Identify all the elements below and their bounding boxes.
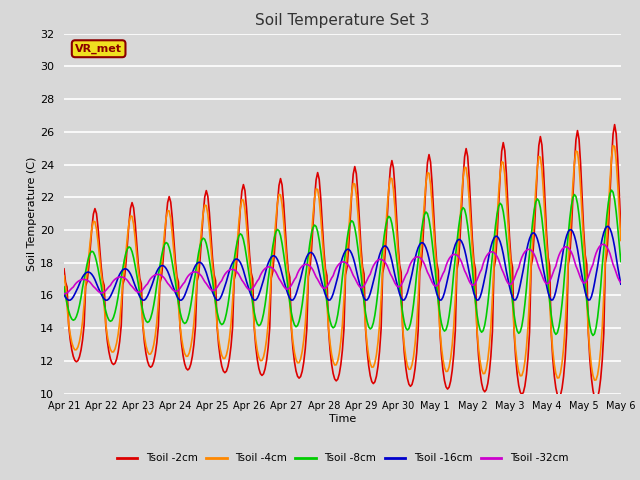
Tsoil -4cm [591,377,598,383]
Tsoil -4cm [76,339,83,345]
Tsoil -16cm [617,281,625,287]
Tsoil -16cm [65,297,72,303]
Tsoil -4cm [164,208,172,214]
Tsoil -32cm [617,279,625,285]
Tsoil -8cm [76,302,83,308]
Tsoil -16cm [60,292,68,298]
Tsoil -4cm [60,273,68,278]
Tsoil -32cm [598,241,606,247]
Y-axis label: Soil Temperature (C): Soil Temperature (C) [28,156,37,271]
Tsoil -2cm [60,266,68,272]
Legend: Tsoil -2cm, Tsoil -4cm, Tsoil -8cm, Tsoil -16cm, Tsoil -32cm: Tsoil -2cm, Tsoil -4cm, Tsoil -8cm, Tsoi… [113,449,572,468]
Text: VR_met: VR_met [75,44,122,54]
Tsoil -2cm [76,354,83,360]
Tsoil -8cm [164,240,172,246]
Tsoil -32cm [396,284,403,289]
Tsoil -16cm [165,272,173,278]
Tsoil -8cm [549,323,557,328]
Line: Tsoil -32cm: Tsoil -32cm [64,244,621,294]
Tsoil -32cm [377,256,385,262]
Line: Tsoil -4cm: Tsoil -4cm [64,145,621,380]
Tsoil -8cm [589,333,597,338]
Line: Tsoil -8cm: Tsoil -8cm [64,190,621,336]
Tsoil -32cm [408,258,416,264]
Tsoil -8cm [377,259,385,265]
Line: Tsoil -16cm: Tsoil -16cm [64,227,621,300]
X-axis label: Time: Time [329,414,356,424]
Tsoil -8cm [608,187,616,193]
Tsoil -32cm [164,280,172,286]
Tsoil -2cm [408,382,416,387]
Tsoil -16cm [77,277,85,283]
Tsoil -4cm [377,296,385,301]
Tsoil -2cm [377,327,385,333]
Line: Tsoil -2cm: Tsoil -2cm [64,125,621,400]
Tsoil -2cm [164,200,172,205]
Tsoil -8cm [60,284,68,289]
Tsoil -16cm [603,224,611,229]
Tsoil -16cm [410,263,417,269]
Tsoil -2cm [611,122,618,128]
Tsoil -16cm [397,295,405,301]
Tsoil -32cm [549,271,557,276]
Tsoil -2cm [592,397,600,403]
Tsoil -32cm [60,291,68,297]
Tsoil -32cm [76,277,83,283]
Tsoil -4cm [617,238,625,243]
Tsoil -2cm [549,356,557,361]
Title: Soil Temperature Set 3: Soil Temperature Set 3 [255,13,429,28]
Tsoil -8cm [617,259,625,264]
Tsoil -2cm [396,262,403,268]
Tsoil -8cm [408,312,416,318]
Tsoil -16cm [379,245,387,251]
Tsoil -16cm [550,294,558,300]
Tsoil -4cm [396,267,403,273]
Tsoil -4cm [549,348,557,353]
Tsoil -4cm [609,143,617,148]
Tsoil -2cm [617,225,625,231]
Tsoil -8cm [396,285,403,291]
Tsoil -4cm [408,362,416,368]
